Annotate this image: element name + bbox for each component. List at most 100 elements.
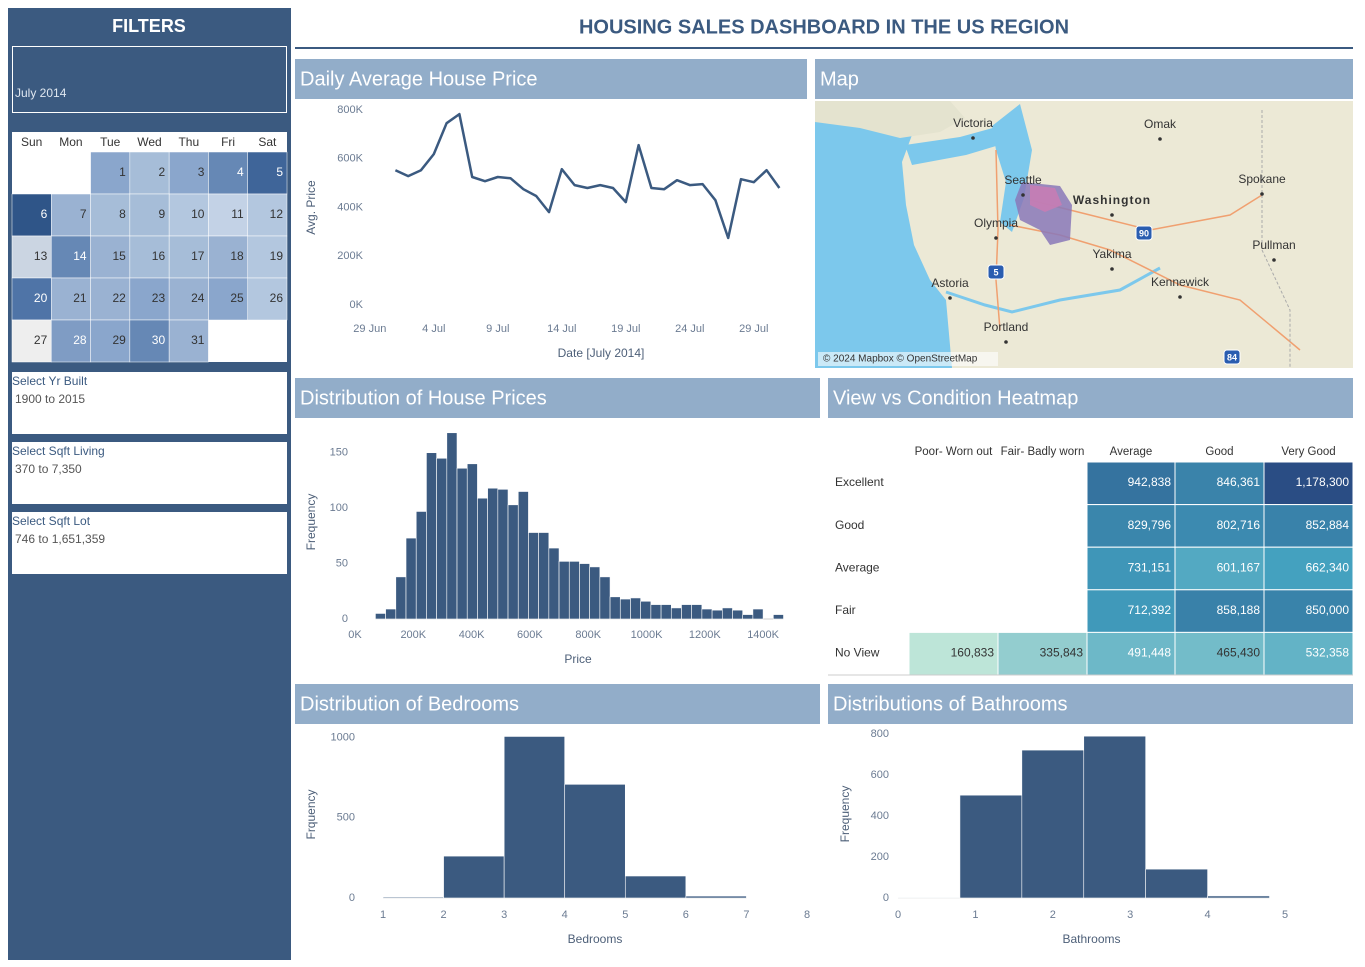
histogram-bar [752, 608, 764, 620]
calendar-day-number: 2 [158, 165, 165, 179]
x-tick-label: 0K [348, 629, 362, 641]
x-tick-label: 600K [517, 629, 543, 641]
cell-label: 712,392 [1128, 603, 1172, 617]
calendar-day-number: 22 [112, 291, 126, 305]
cell-label: 662,340 [1306, 560, 1350, 574]
histogram-bar [691, 604, 703, 620]
histogram-bar [497, 488, 509, 620]
histogram-bar [385, 608, 397, 620]
histogram-bar [558, 561, 570, 620]
histogram-bar [503, 736, 566, 899]
range-label: Select Sqft Living [12, 444, 105, 458]
calendar-day [247, 235, 288, 279]
x-tick-label: 200K [400, 629, 426, 641]
cell-label: 491,448 [1128, 646, 1172, 660]
column-header: Good [1205, 446, 1233, 458]
x-tick-label: 19 Jul [611, 323, 640, 335]
panel-title: Daily Average House Price [300, 68, 538, 90]
row-header: Excellent [835, 475, 884, 489]
y-tick-label: 800 [871, 728, 889, 740]
calendar-day-number: 20 [34, 291, 48, 305]
x-tick-label: 4 [1205, 909, 1211, 921]
cell-label: 731,151 [1128, 560, 1172, 574]
x-tick-label: 2 [1050, 909, 1056, 921]
x-tick-label: 7 [743, 909, 749, 921]
calendar-day [11, 235, 52, 279]
calendar-day [90, 235, 131, 279]
histogram-bar [624, 875, 687, 899]
calendar-day-number: 21 [73, 291, 87, 305]
histogram-bar [732, 609, 743, 620]
histogram-bar [507, 504, 519, 620]
heatmap-cell [1086, 461, 1176, 506]
calendar-day-number: 16 [152, 249, 166, 263]
y-tick-label: 100 [330, 502, 348, 514]
calendar-day-number: 8 [119, 207, 126, 221]
cell-label: 335,843 [1040, 646, 1084, 660]
calendar-day [168, 235, 209, 279]
dashboard-title: HOUSING SALES DASHBOARD IN THE US REGION [579, 16, 1069, 38]
column-header: Poor- Worn out [915, 446, 994, 458]
cell-label: 465,430 [1217, 646, 1261, 660]
calendar-day [247, 277, 288, 321]
calendar-day [51, 193, 91, 237]
map-label: Kennewick [1151, 275, 1210, 289]
calendar-day-number: 11 [231, 207, 244, 221]
heatmap-cell [1263, 504, 1354, 548]
histogram-bar [446, 432, 458, 620]
histogram-bar [436, 457, 448, 620]
road-shield [987, 264, 1005, 280]
histogram-bar [579, 563, 590, 620]
calendar-day [168, 193, 209, 237]
calendar-day-number: 15 [112, 249, 126, 263]
y-tick-label: 200K [337, 250, 363, 262]
cell-label: 532,358 [1306, 646, 1350, 660]
filters-title: FILTERS [112, 16, 186, 36]
histogram-bar [681, 604, 692, 620]
calendar-day-number: 31 [191, 333, 205, 347]
map-label: Omak [1144, 117, 1177, 131]
histogram-bar [568, 561, 580, 620]
calendar-day [168, 151, 209, 195]
x-tick-label: 0 [895, 909, 901, 921]
histogram-bar [742, 614, 754, 620]
attribution-bg [818, 352, 998, 366]
city-dot [971, 136, 975, 140]
x-tick-label: 5 [1282, 909, 1288, 921]
cell-label: 829,796 [1128, 518, 1172, 532]
map-ocean [815, 101, 952, 368]
map-label: Seattle [1004, 173, 1042, 187]
y-tick-label: 0 [349, 892, 355, 904]
calendar-day [51, 319, 91, 363]
histogram-bar [456, 467, 468, 620]
histogram-bar [599, 576, 611, 620]
panel-header [295, 59, 807, 99]
y-tick-label: 400K [337, 201, 363, 213]
calendar-day-number: 17 [191, 249, 205, 263]
x-tick-label: 1 [380, 909, 386, 921]
calendar-day [51, 235, 91, 279]
y-tick-label: 50 [336, 557, 348, 569]
x-tick-label: 4 [562, 909, 568, 921]
histogram-bar [395, 576, 407, 620]
heatmap-cell [1263, 461, 1354, 506]
heatmap-cell [1263, 546, 1354, 591]
cell-label: 601,167 [1217, 560, 1261, 574]
map-attribution: © 2024 Mapbox © OpenStreetMap [823, 354, 978, 365]
calendar-day [208, 151, 248, 195]
histogram-bar [477, 497, 488, 620]
weekday-label: Mon [59, 135, 82, 149]
city-dot [994, 236, 998, 240]
calendar-day [208, 193, 248, 237]
histogram-bar [897, 897, 961, 899]
x-axis-label: Price [564, 652, 592, 666]
calendar-day-number: 1 [119, 165, 126, 179]
y-tick-label: 600 [871, 769, 889, 781]
range-filter [12, 442, 287, 504]
x-tick-label: 1 [972, 909, 978, 921]
calendar-day [11, 319, 52, 363]
y-axis-label: Frequency [838, 786, 852, 843]
calendar-day-number: 14 [73, 249, 87, 263]
histogram-bar [1207, 895, 1270, 899]
x-tick-label: 2 [441, 909, 447, 921]
